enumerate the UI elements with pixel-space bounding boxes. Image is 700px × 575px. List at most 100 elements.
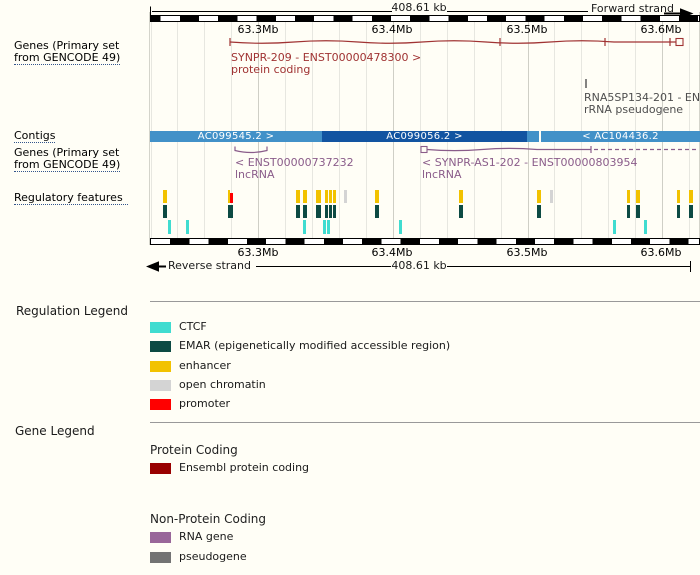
track-label-genes-reverse[interactable]: Genes (Primary set from GENCODE 49) xyxy=(14,147,121,172)
regulatory-mark-emar[interactable] xyxy=(303,204,307,218)
regulatory-mark-ctcf[interactable] xyxy=(644,220,647,234)
legend-label: promoter xyxy=(179,397,231,411)
regulatory-mark-emar[interactable] xyxy=(375,204,379,218)
reverse-strand-arrow-icon xyxy=(146,261,159,272)
contig-segment-ac1044362[interactable]: < AC104436.2 xyxy=(541,131,700,142)
regulatory-mark-emar[interactable] xyxy=(333,204,336,218)
track-label-contigs[interactable]: Contigs xyxy=(14,129,56,143)
gene-legend-heading: Non-Protein Coding xyxy=(150,512,267,526)
regulatory-mark-promoter[interactable] xyxy=(230,192,233,203)
gridline xyxy=(177,22,179,238)
regulatory-mark-enhancer[interactable] xyxy=(163,190,167,203)
regulatory-mark-enhancer[interactable] xyxy=(303,190,307,203)
bottom-scale-length: 408.61 kb xyxy=(391,259,447,272)
contig-segment-ac0995452[interactable]: AC099545.2 > xyxy=(150,131,322,142)
regulatory-mark-enhancer[interactable] xyxy=(459,190,463,203)
gridline xyxy=(150,22,152,238)
regulatory-mark-enhancer[interactable] xyxy=(332,190,336,203)
track-label-regulatory-features[interactable]: Regulatory features xyxy=(14,191,128,205)
regulatory-mark-ctcf[interactable] xyxy=(399,220,402,234)
regulatory-mark-ctcf[interactable] xyxy=(303,220,306,234)
regulatory-mark-enhancer[interactable] xyxy=(689,190,693,203)
track-label-genes-forward[interactable]: Genes (Primary set from GENCODE 49) xyxy=(14,40,121,65)
regulatory-mark-emar[interactable] xyxy=(296,204,300,218)
regulatory-mark-enhancer[interactable] xyxy=(228,190,230,203)
regulatory-mark-emar[interactable] xyxy=(459,204,463,218)
legend-swatch-promoter xyxy=(150,399,171,411)
regulatory-mark-open-chromatin[interactable] xyxy=(344,190,347,203)
regulatory-mark-enhancer[interactable] xyxy=(316,190,321,203)
regulatory-mark-open-chromatin[interactable] xyxy=(550,190,553,203)
regulatory-mark-emar[interactable] xyxy=(689,204,693,218)
legend-swatch-enhancer xyxy=(150,360,171,372)
regulatory-mark-enhancer[interactable] xyxy=(375,190,379,203)
regulatory-mark-emar[interactable] xyxy=(636,204,640,218)
gene-label-rna5sp134[interactable]: RNA5SP134-201 - ENS xyxy=(584,91,700,104)
gridline xyxy=(392,22,394,238)
panel-left-border xyxy=(148,12,150,245)
legend-swatch-ensembl-protein-coding xyxy=(150,462,171,474)
gene-legend-heading: Protein Coding xyxy=(150,443,238,457)
regulatory-mark-emar[interactable] xyxy=(537,204,541,218)
gridline xyxy=(608,22,610,238)
regulatory-mark-enhancer[interactable] xyxy=(677,190,680,203)
regulation-legend-title: Regulation Legend xyxy=(16,304,128,318)
legend-label: open chromatin xyxy=(179,378,266,392)
track-label-genes-forward-line2[interactable]: from GENCODE 49) xyxy=(14,51,121,65)
contig-segment-ac0990562[interactable]: AC099056.2 > xyxy=(322,131,527,142)
forward-strand-label: Forward strand xyxy=(591,2,674,15)
legend-label: Ensembl protein coding xyxy=(179,460,310,474)
gridline xyxy=(365,22,367,238)
scale-tick-label: 63.6Mb xyxy=(640,246,682,259)
regulatory-mark-emar[interactable] xyxy=(316,204,321,218)
regulatory-mark-emar[interactable] xyxy=(329,204,332,218)
gridline xyxy=(689,22,691,238)
regulatory-mark-emar[interactable] xyxy=(228,204,233,218)
regulation-legend-divider xyxy=(150,301,700,302)
transcript-synpr-209-exons[interactable] xyxy=(229,38,671,46)
regulatory-mark-enhancer[interactable] xyxy=(636,190,640,203)
regulatory-mark-emar[interactable] xyxy=(163,204,167,218)
reverse-strand-label: Reverse strand xyxy=(168,259,251,272)
scale-tick-label: 63.3Mb xyxy=(237,246,279,259)
regulatory-mark-emar[interactable] xyxy=(627,204,630,218)
transcript-synpr-as1-202[interactable] xyxy=(426,147,591,152)
regulatory-mark-ctcf[interactable] xyxy=(323,220,326,234)
track-label-contigs-text[interactable]: Contigs xyxy=(14,129,56,143)
gene-label-synpr-as1-202[interactable]: < SYNPR-AS1-202 - ENST00000803954 xyxy=(422,156,638,169)
regulatory-mark-enhancer[interactable] xyxy=(329,190,332,203)
gridline xyxy=(581,22,583,238)
regulatory-mark-ctcf[interactable] xyxy=(613,220,616,234)
contig-segment-2[interactable] xyxy=(527,131,539,142)
gene-label-synpr-209[interactable]: SYNPR-209 - ENST00000478300 > xyxy=(231,51,422,64)
gridline xyxy=(635,22,637,238)
gene-biotype-synpr-as1-202: lncRNA xyxy=(422,168,462,181)
track-label-genes-reverse-line2[interactable]: from GENCODE 49) xyxy=(14,158,121,172)
gene-biotype-rna5sp134: rRNA pseudogene xyxy=(584,103,684,116)
transcript-enst00000737232[interactable] xyxy=(234,146,268,154)
regulatory-mark-ctcf[interactable] xyxy=(186,220,189,234)
gene-label-enst00000737232[interactable]: < ENST00000737232 xyxy=(235,156,354,169)
regulatory-mark-enhancer[interactable] xyxy=(296,190,300,203)
gridline xyxy=(446,22,448,238)
legend-label: EMAR (epigenetically modified accessible… xyxy=(179,339,451,353)
top-scale-length: 408.61 kb xyxy=(391,1,447,14)
regulatory-mark-ctcf[interactable] xyxy=(327,220,330,234)
legend-label: pseudogene xyxy=(179,549,247,563)
gene-biotype-synpr-209: protein coding xyxy=(231,63,311,76)
gene-legend-title: Gene Legend xyxy=(15,424,95,438)
regulatory-mark-enhancer[interactable] xyxy=(627,190,630,203)
regulatory-mark-enhancer[interactable] xyxy=(537,190,541,203)
transcript-synpr-209-end-exon[interactable] xyxy=(675,37,684,47)
regulatory-mark-enhancer[interactable] xyxy=(325,190,328,203)
regulatory-mark-emar[interactable] xyxy=(325,204,328,218)
regulatory-mark-emar[interactable] xyxy=(677,204,680,218)
legend-swatch-emar xyxy=(150,341,171,353)
track-label-regulatory-features-text[interactable]: Regulatory features xyxy=(14,191,128,205)
gridline xyxy=(662,22,664,238)
legend-label: enhancer xyxy=(179,358,231,372)
regulatory-mark-ctcf[interactable] xyxy=(168,220,171,234)
transcript-synpr-as1-202-exon[interactable] xyxy=(420,145,428,154)
